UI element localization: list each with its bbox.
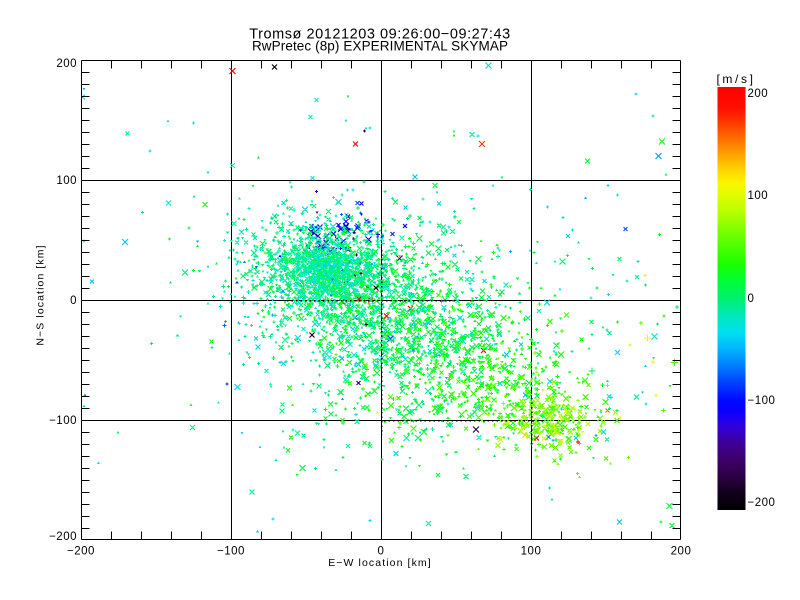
svg-text:200: 200 xyxy=(671,546,692,558)
svg-text:−100: −100 xyxy=(748,395,776,407)
svg-text:−200: −200 xyxy=(49,531,77,543)
svg-text:200: 200 xyxy=(56,58,77,70)
svg-text:200: 200 xyxy=(748,88,769,100)
svg-text:E−W location [km]: E−W location [km] xyxy=(328,557,432,569)
svg-text:RwPretec (8p) EXPERIMENTAL SKY: RwPretec (8p) EXPERIMENTAL SKYMAP xyxy=(252,39,508,54)
svg-text:Tromsø 20121203 09:26:00−09:27: Tromsø 20121203 09:26:00−09:27:43 xyxy=(249,27,510,43)
svg-text:−100: −100 xyxy=(217,546,245,558)
svg-text:100: 100 xyxy=(748,190,769,202)
svg-text:[m/s]: [m/s] xyxy=(717,72,756,86)
svg-text:−100: −100 xyxy=(49,415,77,427)
svg-text:−200: −200 xyxy=(748,497,776,509)
svg-text:N−S location [km]: N−S location [km] xyxy=(35,244,47,345)
svg-text:0: 0 xyxy=(748,293,755,305)
svg-text:0: 0 xyxy=(378,546,385,558)
svg-text:−200: −200 xyxy=(67,546,95,558)
svg-text:100: 100 xyxy=(56,175,77,187)
svg-text:0: 0 xyxy=(70,295,77,307)
svg-text:100: 100 xyxy=(521,546,542,558)
